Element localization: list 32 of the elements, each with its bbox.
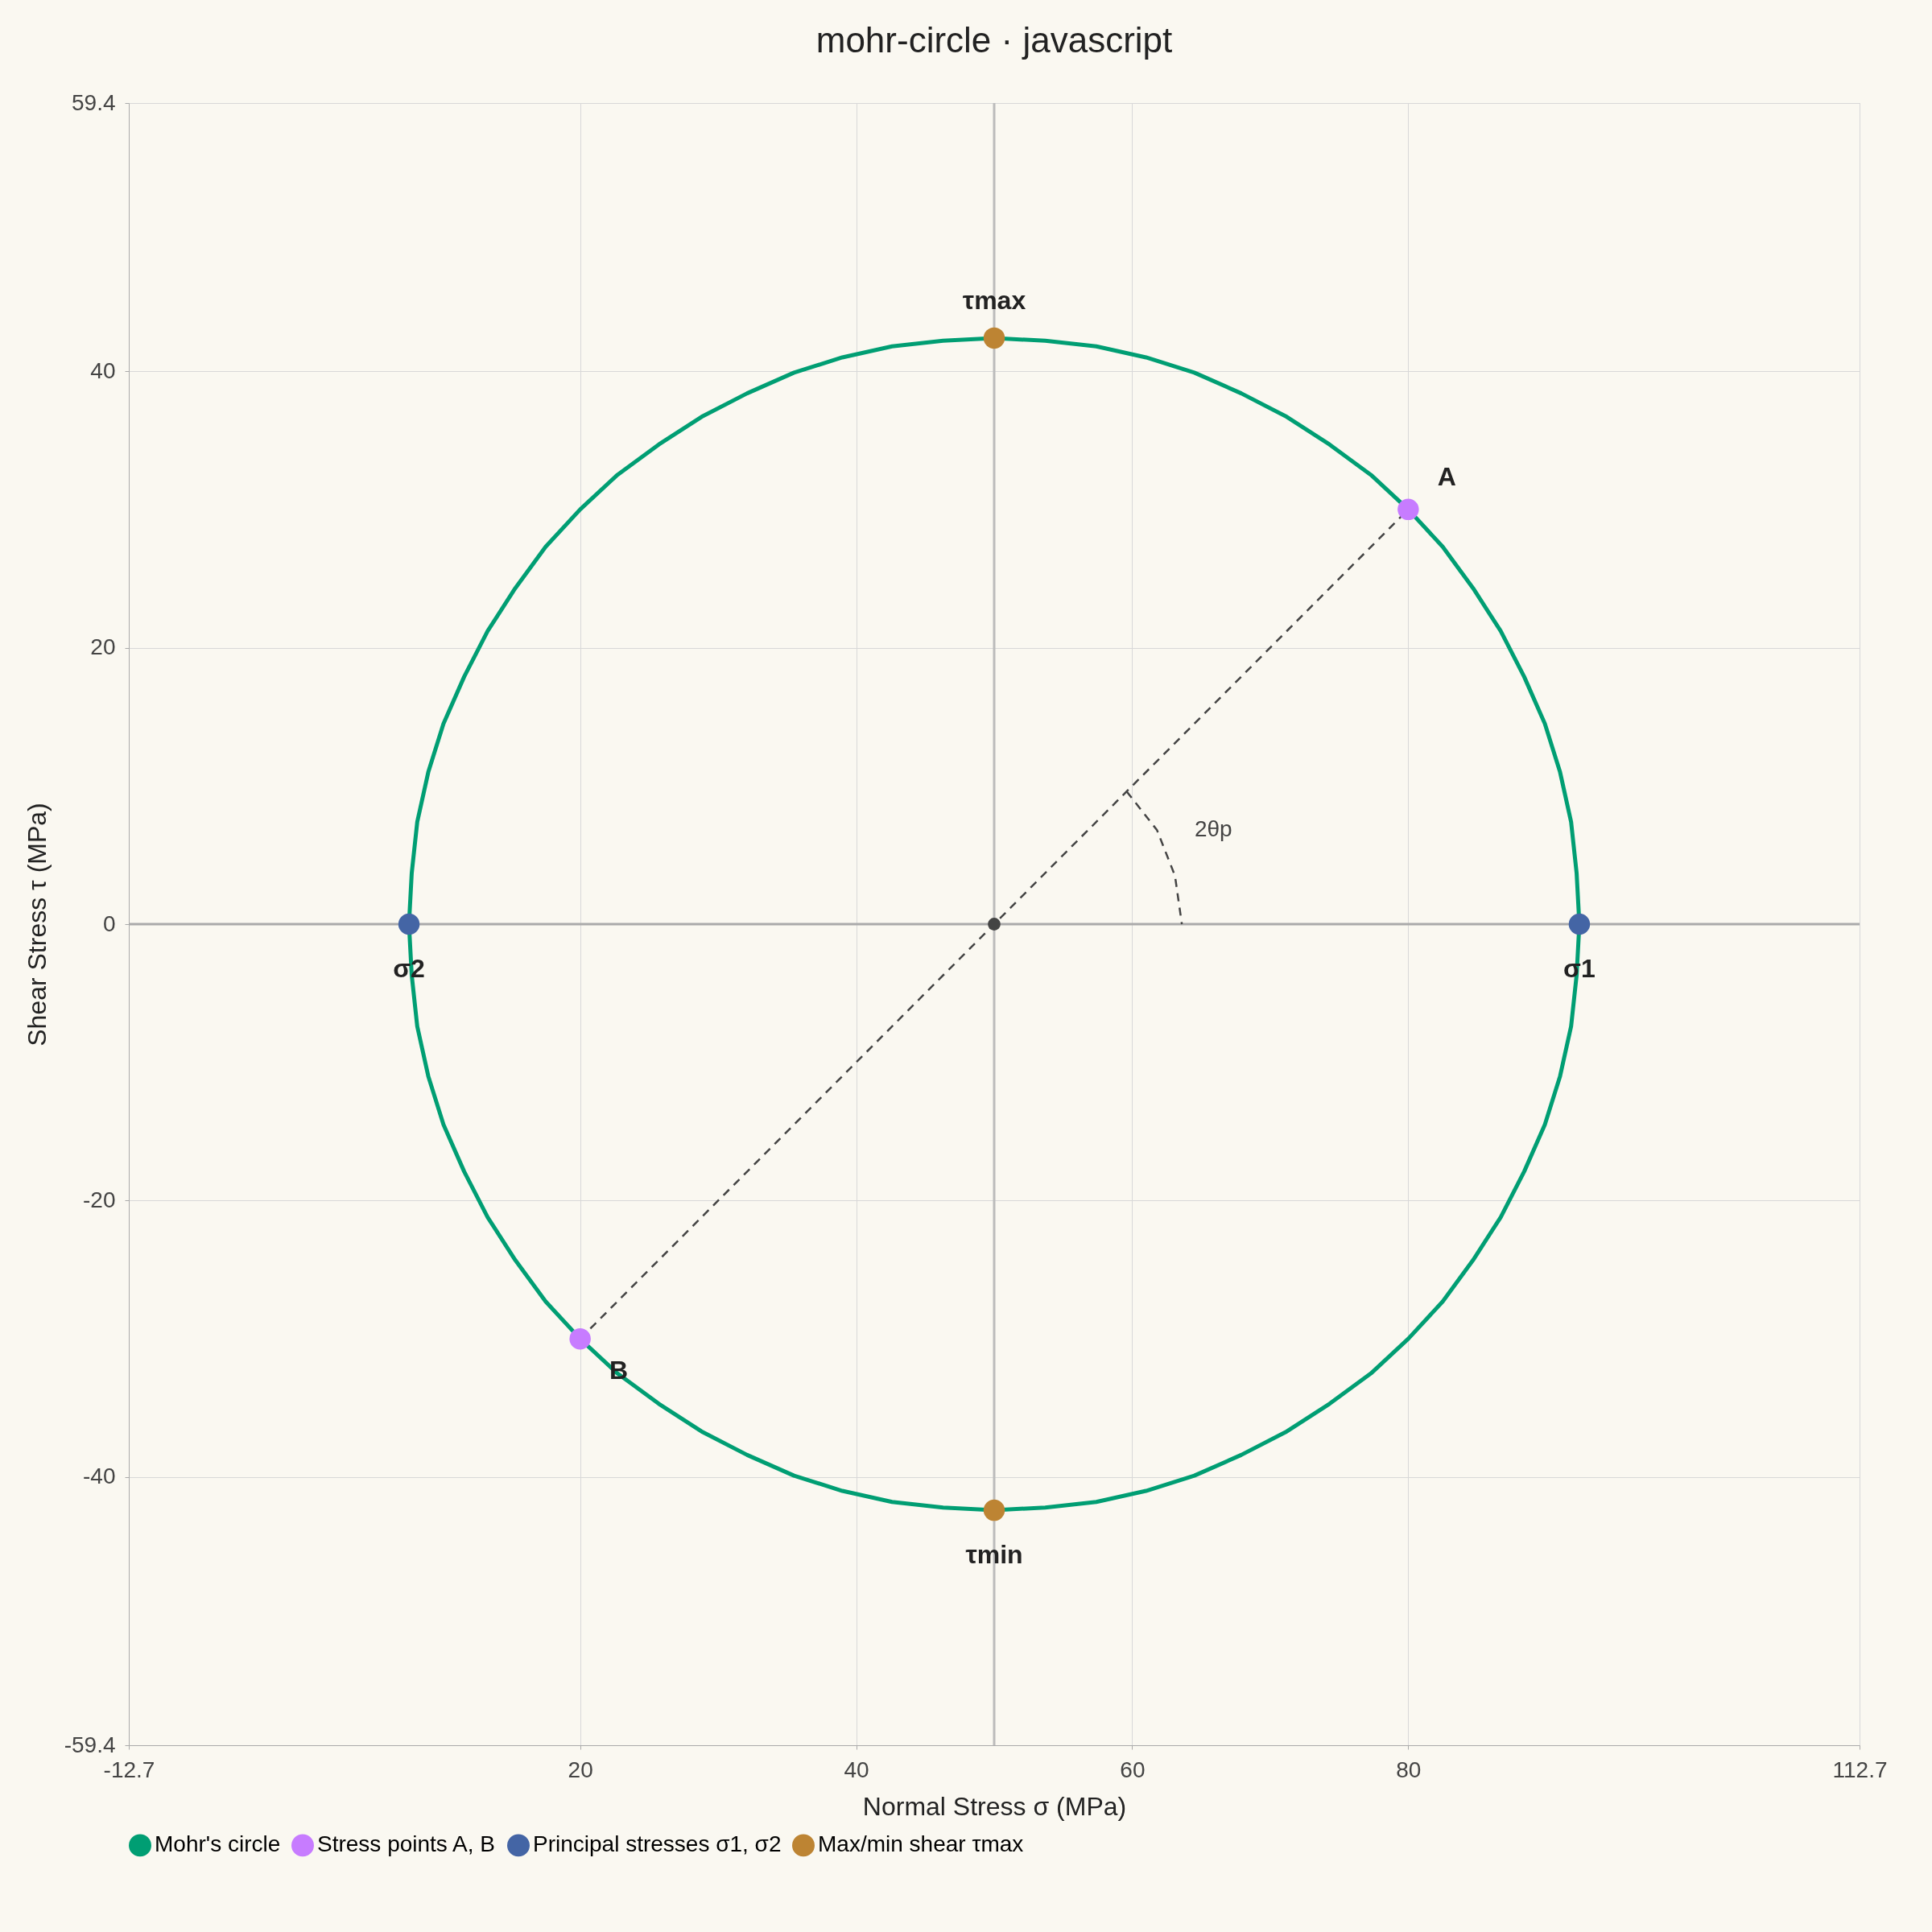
point — [398, 913, 420, 935]
point — [983, 327, 1005, 349]
y-tick-label: 40 — [90, 357, 116, 383]
annotation: 2θp — [1194, 816, 1232, 842]
point — [983, 1499, 1005, 1521]
annotation: A — [1437, 461, 1456, 491]
x-tick-label: 20 — [568, 1757, 593, 1782]
x-tick-label: 80 — [1396, 1757, 1422, 1782]
x-tick-label: 40 — [844, 1757, 869, 1782]
point — [988, 918, 1001, 931]
legend-label: Stress points A, B — [317, 1831, 495, 1857]
legend-label: Principal stresses σ1, σ2 — [533, 1831, 782, 1857]
annotation: τmin — [965, 1540, 1023, 1570]
x-tick-label: -12.7 — [103, 1757, 155, 1782]
x-axis-title: Normal Stress σ (MPa) — [862, 1791, 1127, 1821]
x-tick-label: 112.7 — [1832, 1757, 1888, 1782]
y-tick-label: -20 — [83, 1187, 116, 1212]
y-tick-label: -59.4 — [64, 1732, 116, 1757]
point — [1397, 498, 1419, 521]
point — [569, 1327, 591, 1350]
annotation: τmax — [962, 285, 1026, 315]
y-tick-label: 20 — [90, 634, 116, 660]
y-axis-title: Shear Stress τ (MPa) — [22, 803, 52, 1046]
legend-label: Mohr's circle — [155, 1831, 281, 1857]
point — [1568, 913, 1591, 935]
x-tick-label: 60 — [1120, 1757, 1146, 1782]
y-tick-label: 0 — [102, 910, 116, 936]
legend-label: Max/min shear τmax — [818, 1831, 1024, 1857]
y-tick-label: -40 — [83, 1463, 116, 1489]
chart-title: mohr-circle · javascript — [815, 20, 1173, 60]
line-series — [1125, 790, 1183, 926]
y-tick-label: 59.4 — [72, 89, 116, 115]
